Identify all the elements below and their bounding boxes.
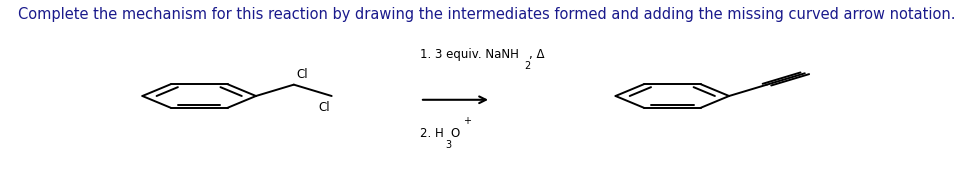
Text: 1. 3 equiv. NaNH: 1. 3 equiv. NaNH	[420, 48, 519, 61]
Text: 2. H: 2. H	[420, 127, 444, 140]
Text: Complete the mechanism for this reaction by drawing the intermediates formed and: Complete the mechanism for this reaction…	[19, 7, 955, 22]
Text: Cl: Cl	[296, 68, 308, 81]
Text: Cl: Cl	[318, 101, 329, 114]
Text: 3: 3	[445, 140, 451, 150]
Text: , Δ: , Δ	[529, 48, 544, 61]
Text: +: +	[464, 116, 471, 126]
Text: O: O	[450, 127, 459, 140]
Text: 2: 2	[524, 61, 530, 71]
